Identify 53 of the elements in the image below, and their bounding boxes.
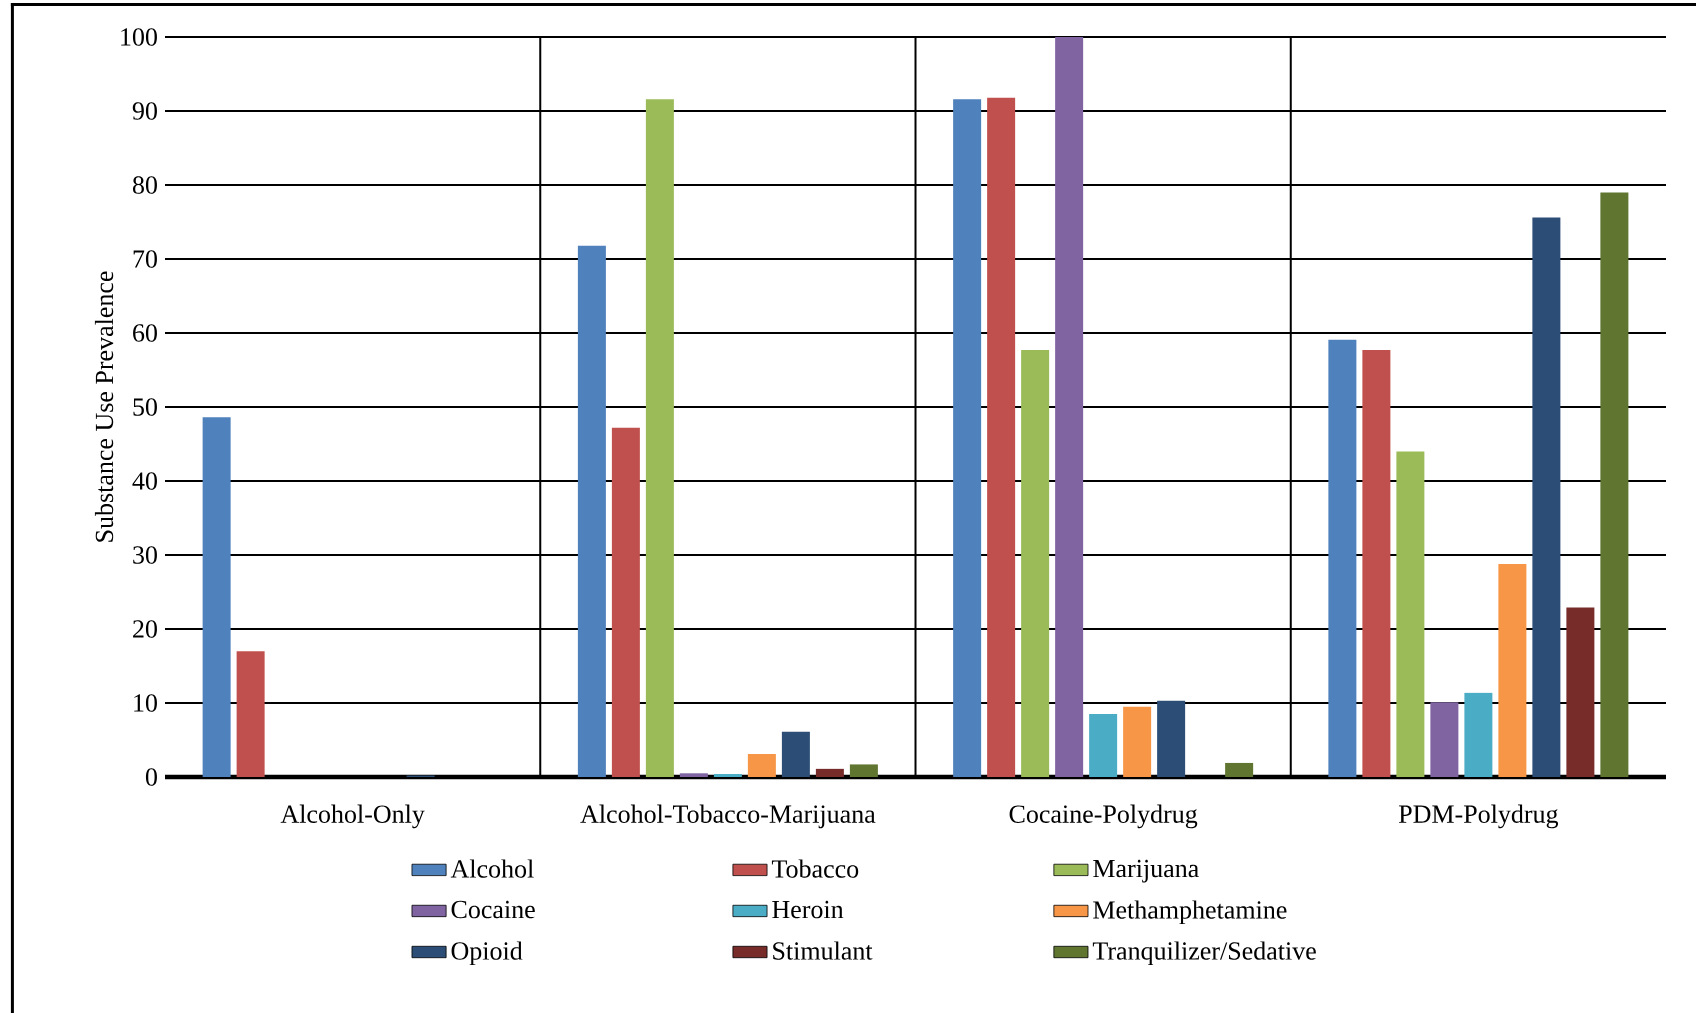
legend-label: Opioid (451, 941, 523, 966)
bar (747, 754, 776, 777)
bar (1566, 607, 1595, 777)
bar (1532, 217, 1561, 777)
y-tick-label: 0 (145, 768, 157, 786)
x-tick-label: Alcohol-Tobacco-Marijuana (580, 804, 876, 829)
y-tick-label: 70 (133, 250, 157, 268)
legend-label: Alcohol (450, 859, 534, 878)
bar (1396, 451, 1425, 777)
bar (1123, 706, 1152, 777)
y-axis-title: Substance Use Prevalence (94, 271, 114, 542)
bar (953, 99, 982, 777)
y-tick-label: 30 (133, 546, 157, 564)
bar (815, 768, 844, 777)
bar (577, 245, 606, 777)
bar (849, 764, 878, 777)
x-tick-label: Cocaine-Polydrug (1009, 804, 1198, 829)
bar (713, 774, 742, 777)
y-tick-label: 50 (133, 398, 157, 416)
legend-label: Marijuana (1093, 859, 1199, 883)
bar (1328, 339, 1357, 777)
y-tick-label: 90 (132, 102, 157, 120)
bar (236, 651, 265, 777)
bar (1225, 762, 1254, 777)
bar (1021, 350, 1050, 777)
bar (645, 99, 674, 777)
bar (1600, 192, 1629, 777)
bar (987, 97, 1016, 777)
y-tick-label: 10 (134, 694, 157, 712)
y-tick-label: 20 (133, 620, 157, 638)
y-tick-label: 60 (133, 324, 157, 342)
bar (1089, 714, 1118, 777)
legend-label: Tranquilizer/Sedative (1092, 941, 1316, 966)
bar (1464, 692, 1493, 777)
legend-label: Methamphetamine (1093, 900, 1287, 925)
x-tick-label: Alcohol-Only (280, 804, 425, 829)
y-tick-label: 100 (121, 28, 157, 46)
y-tick-label: 40 (132, 472, 157, 490)
bar (781, 731, 810, 777)
legend-label: Stimulant (773, 941, 873, 960)
bar (1362, 350, 1391, 777)
legend-label: Heroin (772, 900, 844, 919)
legend-label: Cocaine (451, 900, 535, 919)
bar (1055, 37, 1084, 777)
legend-label: Tobacco (771, 859, 859, 878)
bar (679, 773, 708, 777)
bar (202, 417, 231, 777)
bar (1157, 700, 1186, 777)
bar (1430, 702, 1459, 777)
bar (611, 427, 640, 777)
x-tick-label: PDM-Polydrug (1398, 804, 1559, 829)
bar (1498, 563, 1527, 777)
y-tick-label: 80 (132, 176, 157, 194)
